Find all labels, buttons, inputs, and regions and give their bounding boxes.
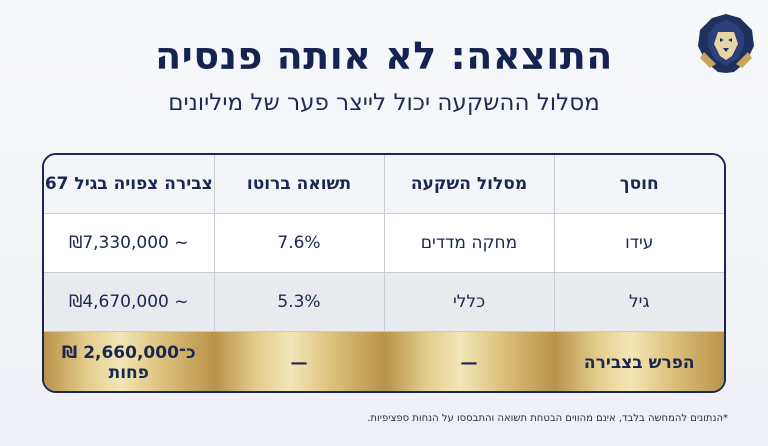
comparison-table: חוסך מסלול השקעה תשואה ברוטו צבירה צפויה… [42,153,726,393]
total-return: — [213,331,384,391]
cell-track: כללי [383,272,554,332]
header-saver: חוסך [553,155,724,214]
total-difference: כ־2,660,000 ₪ פחות [44,331,214,391]
cell-return: 5.3% [213,272,384,332]
return-value: 7.6% [277,233,321,253]
cell-accumulation: ₪4,670,000 ~ [44,272,214,332]
accumulation-value: ₪4,670,000 ~ [69,292,189,312]
table-header-row: חוסך מסלול השקעה תשואה ברוטו צבירה צפויה… [44,155,724,214]
cell-saver: עידו [553,213,724,273]
total-label: הפרש בצבירה [553,331,724,391]
total-row: הפרש בצבירה — — כ־2,660,000 ₪ פחות [44,331,724,391]
cell-return: 7.6% [213,213,384,273]
total-track: — [383,331,554,391]
table-row: גיל כללי 5.3% ₪4,670,000 ~ [44,272,724,332]
table-row: עידו מחקה מדדים 7.6% ₪7,330,000 ~ [44,213,724,273]
accumulation-value: ₪7,330,000 ~ [69,233,189,253]
lion-head-icon [698,14,754,73]
header-track: מסלול השקעה [383,155,554,214]
page-subtitle: מסלול ההשקעה יכול לייצר פער של מיליונים [168,90,600,116]
header-return: תשואה ברוטו [213,155,384,214]
page-title: התוצאה: לא אותה פנסיה [155,34,613,78]
cell-accumulation: ₪7,330,000 ~ [44,213,214,273]
footnote: *הנתונים להמחשה בלבד, אינם מהווים הבטחת … [367,413,728,424]
cell-saver: גיל [553,272,724,332]
header-accumulation: צבירה צפויה בגיל 67 [44,155,214,214]
cell-track: מחקה מדדים [383,213,554,273]
return-value: 5.3% [277,292,321,312]
